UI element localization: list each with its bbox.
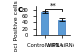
Bar [40,12,48,35]
Text: c: c [17,5,22,14]
Bar [57,20,65,35]
Text: **: ** [49,3,56,9]
Y-axis label: Foci Positive cells (%): Foci Positive cells (%) [14,0,19,52]
